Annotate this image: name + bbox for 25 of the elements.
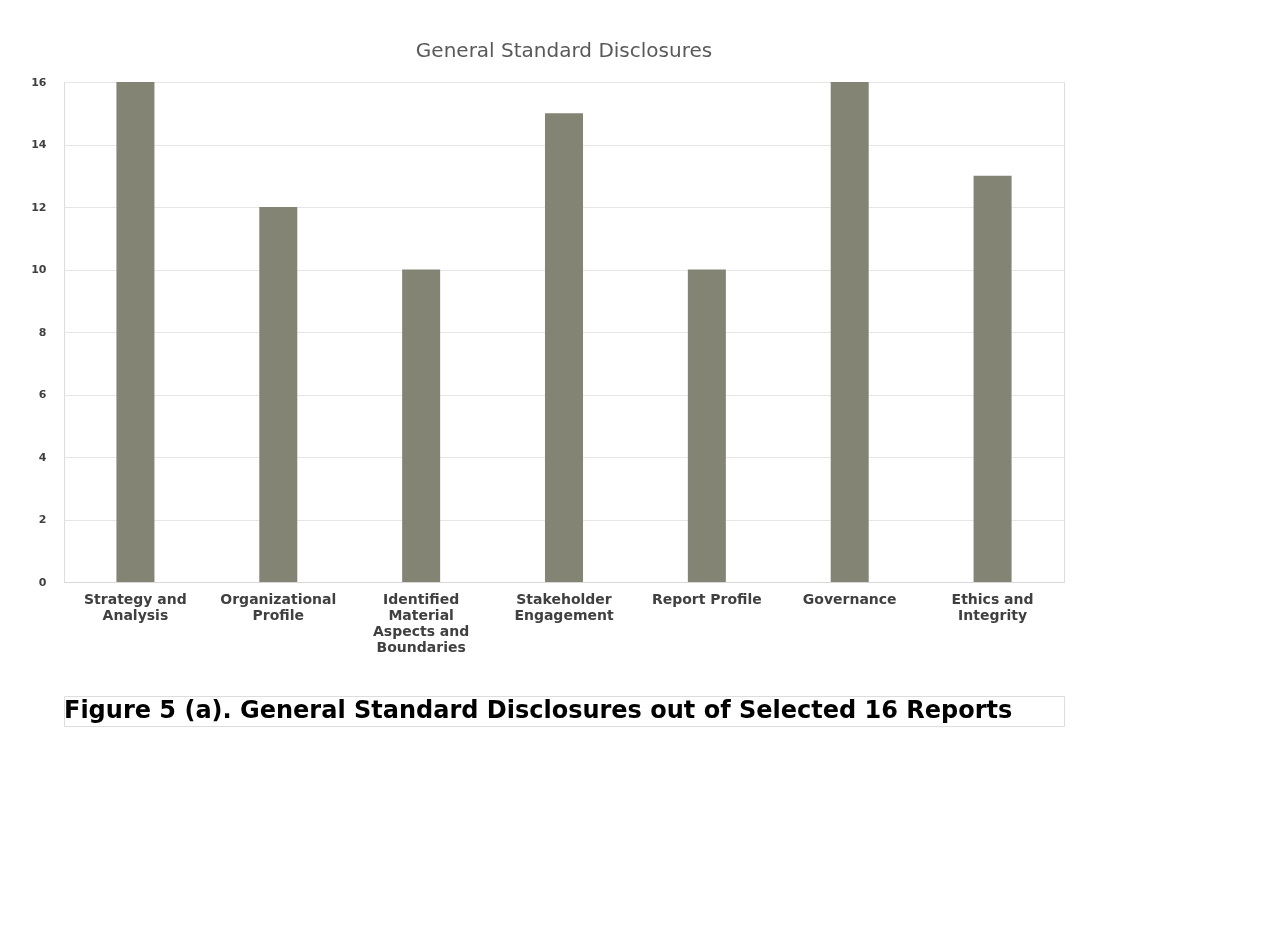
- bar: [830, 82, 869, 582]
- y-tick-label: 0: [38, 575, 47, 589]
- y-tick-label: 8: [38, 325, 47, 339]
- y-tick-label: 4: [38, 450, 47, 464]
- y-tick-label: 6: [38, 388, 47, 401]
- y-tick-label: 16: [31, 75, 47, 89]
- x-tick-label: Stakeholder Engagement: [514, 590, 614, 623]
- x-tick-label: Strategy and Analysis: [84, 590, 187, 623]
- x-tick-label: Governance: [802, 590, 897, 607]
- bar: [973, 175, 1012, 582]
- bar: [545, 113, 583, 582]
- caption: Figure 5 (a). General Standard Disclosures out of Selected 16 Reports: [64, 696, 1013, 724]
- bar: [402, 269, 441, 582]
- x-tick-label: Organizational Profile: [220, 590, 337, 623]
- x-tick-label: Report Profile: [651, 590, 762, 607]
- y-tick-label: 12: [31, 200, 47, 214]
- y-tick-label: 2: [38, 513, 47, 526]
- bar: [259, 207, 298, 582]
- x-tick-label: Ethics and Integrity: [951, 590, 1034, 623]
- y-tick-label: 14: [31, 138, 47, 151]
- chart-title: General Standard Disclosures: [415, 38, 713, 62]
- bar: [116, 82, 155, 582]
- y-tick-label: 10: [31, 263, 47, 276]
- bar: [687, 269, 726, 582]
- x-tick-label: Identified Material Aspects and Boundaries: [372, 590, 470, 655]
